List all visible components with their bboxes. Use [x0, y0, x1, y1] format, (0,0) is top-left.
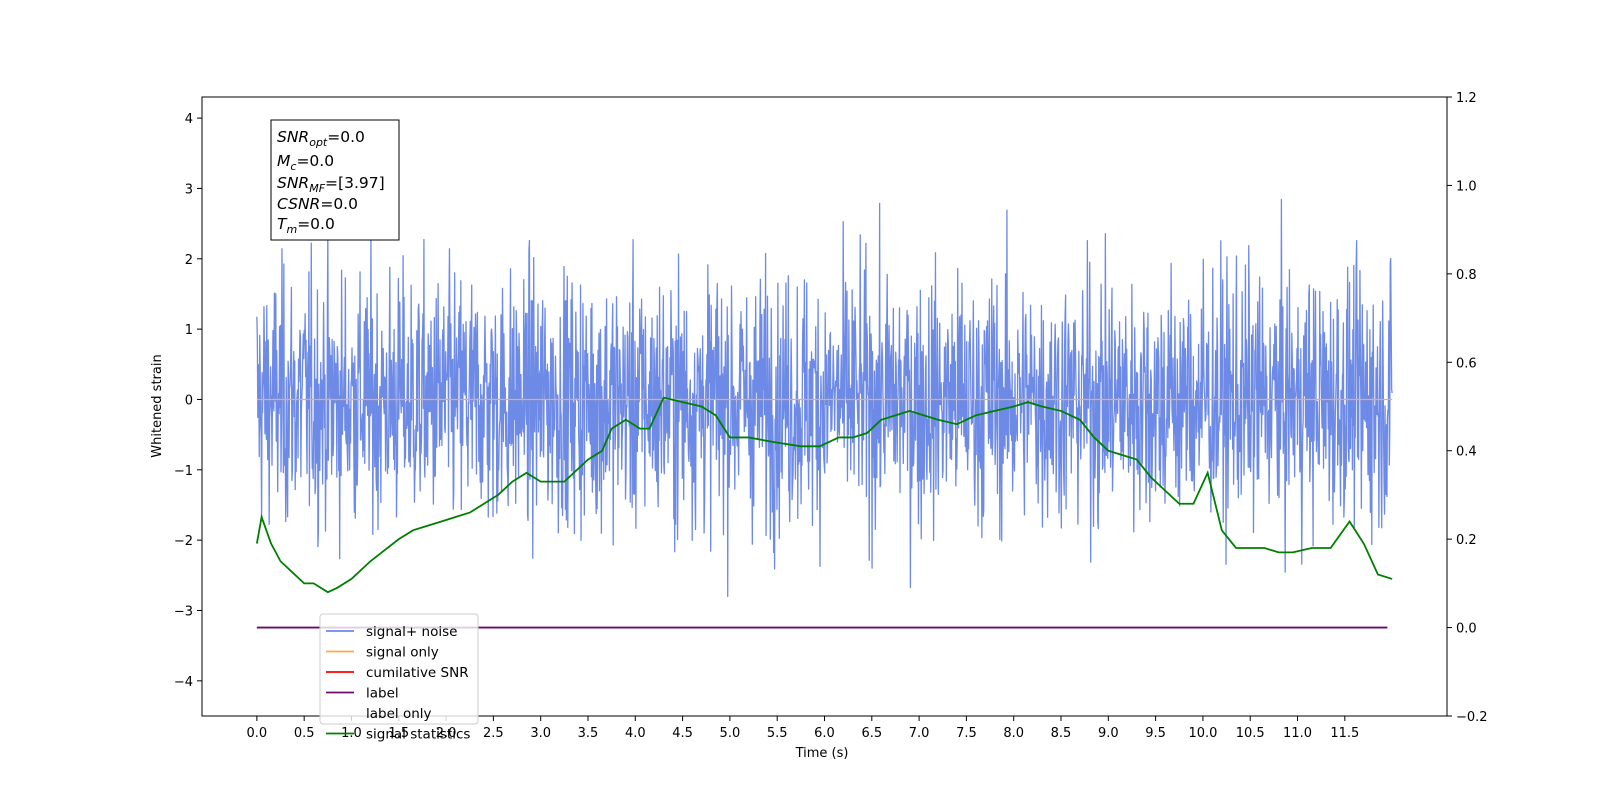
y2-tick-label: 0.2 — [1456, 533, 1477, 548]
y-axis-label: Whitened strain — [150, 354, 165, 457]
y2-tick-label: 0.4 — [1456, 445, 1477, 460]
x-tick-label: 10.0 — [1188, 726, 1217, 741]
x-axis: 0.0 0.5 1.0 1.5 2.0 2.5 3.0 3.5 4.0 4.5 5.0 5.5 6.0 6… — [247, 716, 1359, 741]
x-tick-label: 8.5 — [1051, 726, 1072, 741]
legend-label: signal statistics — [366, 727, 470, 743]
y-axis-left: −4 −3 −2 −1 0 1 2 3 4 — [174, 112, 202, 690]
x-tick-label: 9.0 — [1098, 726, 1119, 741]
x-tick-label: 0.0 — [247, 726, 268, 741]
info-mc: Mc=0.0 — [277, 152, 334, 173]
x-tick-label: 4.0 — [625, 726, 646, 741]
x-tick-label: 8.0 — [1003, 726, 1024, 741]
y2-tick-label: 1.0 — [1456, 179, 1477, 194]
legend-label: cumilative SNR — [366, 665, 469, 681]
info-snr-mf: SNRMF=[3.97] — [277, 174, 385, 195]
x-tick-label: 11.5 — [1330, 726, 1359, 741]
y-tick-label: −1 — [174, 464, 193, 479]
legend: signal+ noise signal only cumilative SNR la… — [319, 613, 479, 743]
x-tick-label: 5.5 — [767, 726, 788, 741]
legend-label: signal only — [366, 645, 439, 661]
x-tick-label: 0.5 — [294, 726, 315, 741]
y2-tick-label: 0.8 — [1456, 268, 1477, 283]
x-tick-label: 6.5 — [861, 726, 882, 741]
y2-tick-label: 0.6 — [1456, 356, 1477, 371]
y-tick-label: 2 — [185, 253, 193, 268]
x-tick-label: 3.0 — [530, 726, 551, 741]
x-tick-label: 6.0 — [814, 726, 835, 741]
info-snr-opt: SNRopt=0.0 — [277, 128, 365, 149]
info-box: SNRopt=0.0 Mc=0.0 SNRMF=[3.97] CSNR=0.0 … — [270, 119, 400, 241]
x-tick-label: 9.5 — [1145, 726, 1166, 741]
y2-tick-label: 1.2 — [1456, 91, 1477, 106]
x-tick-label: 2.0 — [436, 726, 457, 741]
legend-frame — [319, 613, 479, 725]
y-tick-label: 3 — [185, 182, 193, 197]
legend-label: signal+ noise — [366, 624, 457, 640]
y-axis-right: −0.2 0.0 0.2 0.4 0.6 0.8 1.0 1.2 — [1447, 91, 1488, 725]
y-tick-label: −4 — [174, 675, 193, 690]
series-line-signal-statistics — [255, 396, 1393, 594]
y2-tick-label: 0.0 — [1456, 622, 1477, 637]
y-tick-label: 4 — [185, 112, 193, 127]
y-tick-label: 0 — [185, 393, 193, 408]
x-tick-label: 7.5 — [956, 726, 977, 741]
x-tick-label: 1.5 — [388, 726, 409, 741]
y-tick-label: 1 — [185, 323, 193, 338]
info-csnr: CSNR=0.0 — [277, 195, 358, 213]
signal-noise-line — [256, 198, 1393, 598]
x-tick-label: 2.5 — [483, 726, 504, 741]
x-axis-label: Time (s) — [795, 746, 849, 761]
x-tick-label: 5.0 — [720, 726, 741, 741]
legend-label: label — [366, 686, 399, 702]
x-tick-label: 3.5 — [578, 726, 599, 741]
x-tick-label: 10.5 — [1236, 726, 1265, 741]
x-tick-label: 4.5 — [672, 726, 693, 741]
legend-label: label only — [366, 706, 432, 722]
y2-tick-label: −0.2 — [1456, 710, 1488, 725]
x-tick-label: 7.0 — [909, 726, 930, 741]
y-tick-label: −3 — [174, 604, 193, 619]
info-tm: Tm=0.0 — [277, 215, 335, 236]
info-box-frame — [270, 119, 400, 241]
x-tick-label: 11.0 — [1283, 726, 1312, 741]
signal-noise-series — [256, 198, 1393, 598]
y-tick-label: −2 — [174, 534, 193, 549]
